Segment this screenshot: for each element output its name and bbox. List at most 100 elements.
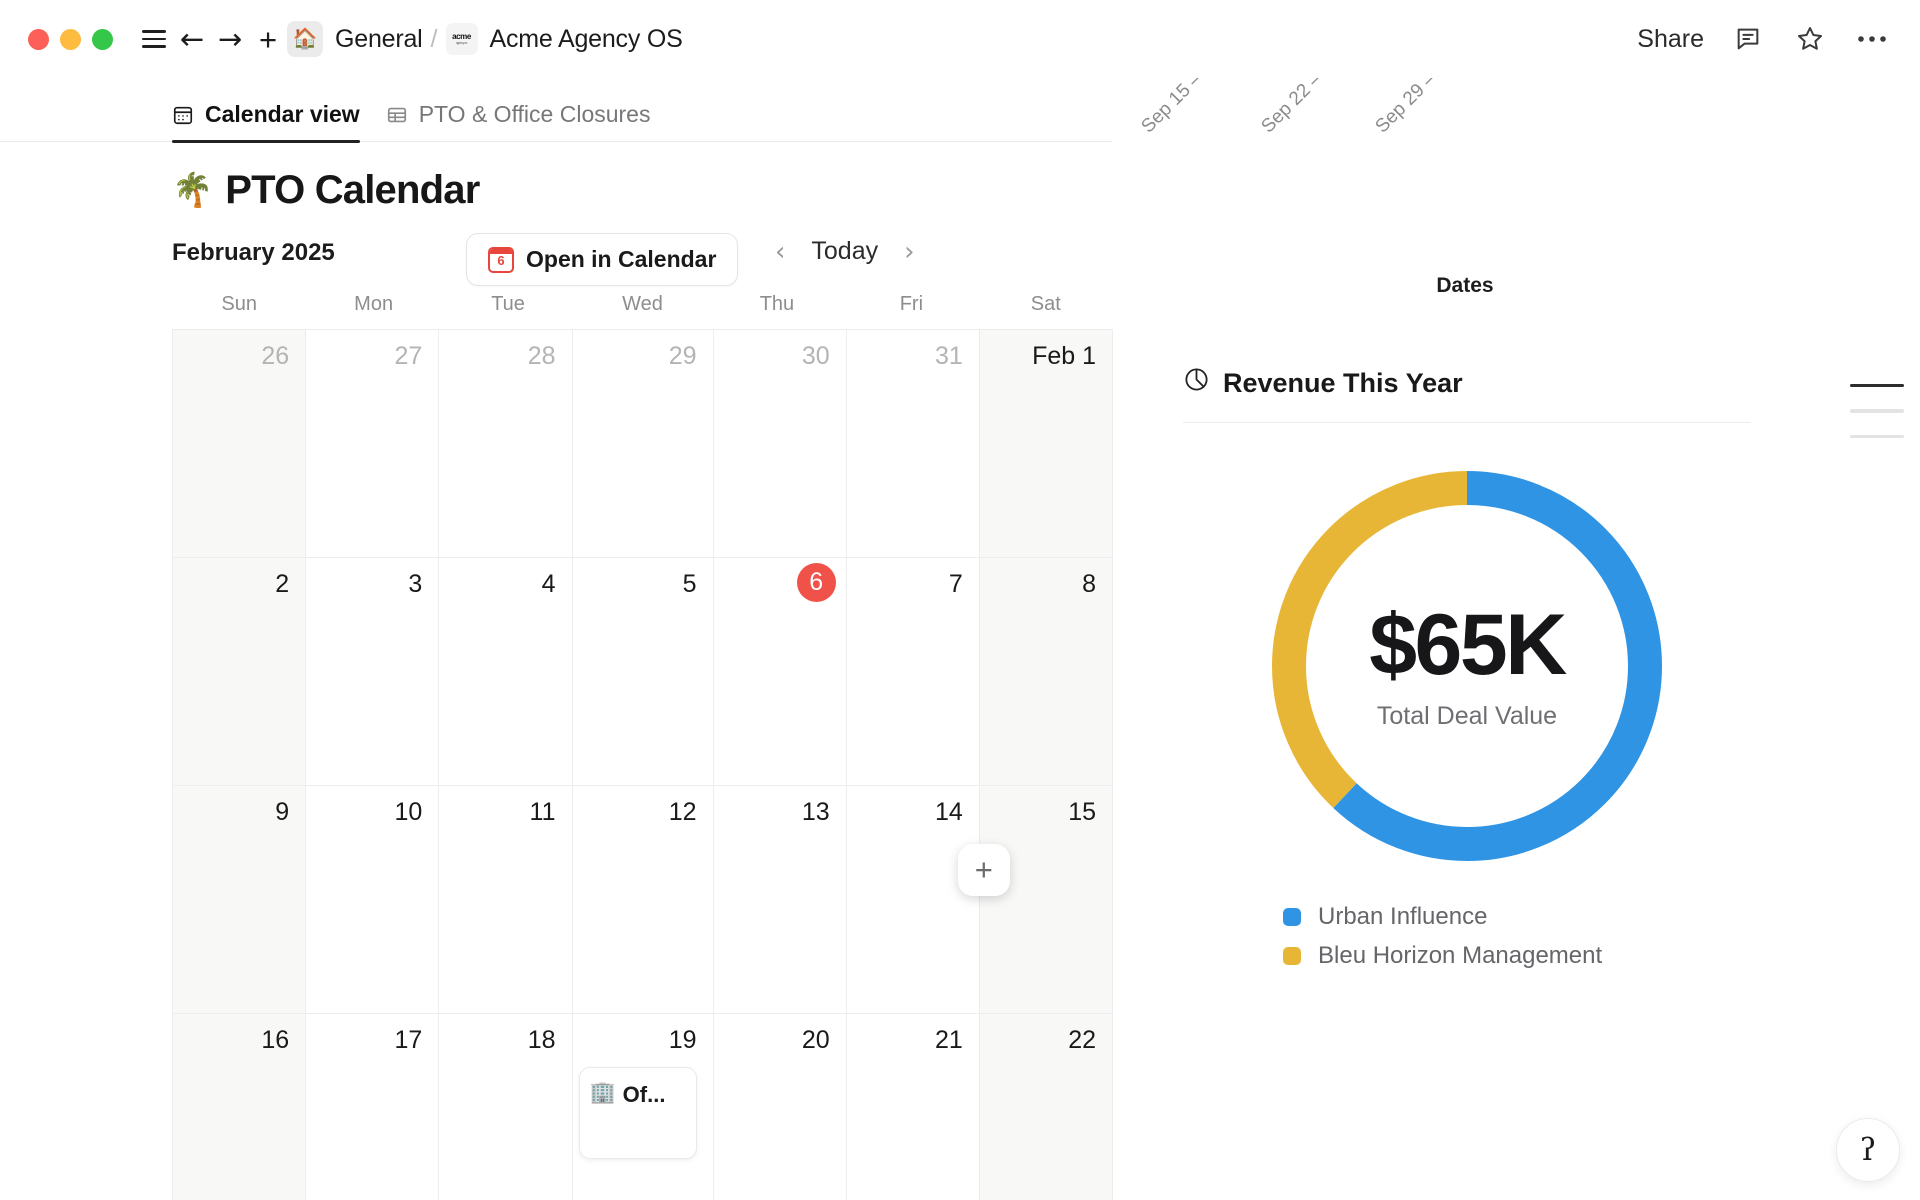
workspace-icon-label: acme [452, 32, 471, 42]
legend-label: Bleu Horizon Management [1318, 942, 1603, 969]
new-page-icon[interactable]: + [249, 20, 287, 58]
calendar-day-number: 22 [1068, 1026, 1096, 1054]
sidebar-toggle-icon[interactable] [135, 20, 173, 58]
calendar-day-cell[interactable]: 16 [173, 1014, 307, 1200]
next-month-button[interactable]: › [904, 236, 915, 267]
calendar-day-cell[interactable]: 28 [439, 330, 573, 558]
calendar-day-number: 9 [275, 798, 290, 826]
table-icon [386, 104, 408, 126]
scroll-indicator-bar-inactive[interactable] [1850, 409, 1904, 413]
calendar-icon [172, 104, 194, 126]
donut-graphic: $65K Total Deal Value [1257, 456, 1677, 876]
back-arrow-icon[interactable]: ← [173, 20, 211, 58]
calendar-day-cell[interactable]: 7 [846, 558, 980, 786]
donut-slice-bleu-horizon[interactable] [1272, 471, 1662, 861]
calendar-day-number: 2 [275, 570, 290, 598]
calendar-day-number: 15 [1068, 798, 1096, 826]
calendar-day-cell[interactable]: 5 [572, 558, 714, 786]
scroll-indicator-bar-inactive[interactable] [1850, 434, 1904, 439]
calendar-app-icon: 6 [488, 246, 514, 273]
breadcrumb-parent[interactable]: General [335, 24, 423, 53]
scroll-indicator-bar-active[interactable] [1850, 384, 1904, 388]
calendar-day-cell[interactable]: 21 [846, 1014, 980, 1200]
tab-calendar-view[interactable]: Calendar view [172, 101, 360, 144]
calendar-day-cell[interactable]: 19 🏢 Of... [572, 1014, 714, 1200]
calendar-weekday-sat: Sat [1030, 293, 1061, 315]
total-deal-value-amount: $65K [1369, 596, 1567, 693]
calendar-day-cell[interactable]: 14 [846, 786, 980, 1014]
calendar-day-cell[interactable]: 3 [306, 558, 440, 786]
plus-glyph: + [258, 21, 278, 57]
calendar-day-number: 11 [529, 798, 556, 826]
calendar-weekday-wed: Wed [622, 293, 663, 315]
minimize-window-button[interactable] [60, 28, 81, 50]
calendar-day-cell[interactable]: 2 [173, 558, 307, 786]
title-bar-actions: Share [1637, 21, 1890, 57]
comment-icon[interactable] [1730, 21, 1766, 57]
calendar-day-cell[interactable]: 20 [713, 1014, 847, 1200]
legend-color-swatch [1283, 947, 1301, 965]
calendar-day-cell[interactable]: 6 [713, 558, 847, 786]
page-title-text: PTO Calendar [225, 168, 480, 212]
calendar-day-cell[interactable]: 8 [979, 558, 1113, 786]
calendar-day-cell[interactable]: 11 [439, 786, 573, 1014]
calendar-day-number: 5 [682, 570, 697, 598]
today-button[interactable]: Today [811, 237, 879, 265]
star-icon[interactable] [1792, 21, 1828, 57]
calendar-day-cell[interactable]: 31 [846, 330, 980, 558]
forward-arrow-icon[interactable]: → [211, 20, 249, 58]
calendar-day-number: 29 [668, 342, 697, 370]
calendar-day-cell[interactable]: 9 [173, 786, 307, 1014]
calendar-day-number: 10 [394, 798, 423, 826]
breadcrumb-current[interactable]: Acme Agency OS [489, 24, 683, 53]
chart-legend: Urban Influence Bleu Horizon Management [1183, 881, 1920, 970]
tab-pto-office-closures[interactable]: PTO & Office Closures [386, 101, 650, 141]
revenue-section: Revenue This Year $65K Total Deal Value [1125, 274, 1920, 970]
calendar-day-number: 18 [527, 1026, 556, 1054]
calendar-grid: 26 27 28 29 30 31 Feb 1 2 3 4 5 6 7 8 9 10 11 12 13 14 +15 16… [172, 329, 1113, 1200]
calendar-day-cell[interactable]: Feb 1 [979, 330, 1113, 558]
calendar-toolbar: February 2025 6 Open in Calendar ‹ Today… [0, 213, 1113, 286]
legend-color-swatch [1283, 908, 1301, 926]
open-in-calendar-button[interactable]: 6 Open in Calendar [466, 233, 739, 286]
more-options-icon[interactable] [1854, 21, 1890, 57]
calendar-day-number: 7 [948, 570, 963, 598]
calendar-day-cell[interactable]: 27 [306, 330, 440, 558]
calendar-day-cell[interactable]: 10 [306, 786, 440, 1014]
calendar-event-card[interactable]: 🏢 Of... [578, 1067, 697, 1159]
clipped-chart-above: Sep 15 – 21 Sep 22 – 28 Sep 29 – Oc Date… [1125, 78, 1920, 297]
calendar-day-cell[interactable]: 22 [979, 1014, 1113, 1200]
maximize-window-button[interactable] [92, 28, 113, 50]
calendar-day-cell[interactable]: 18 [439, 1014, 573, 1200]
title-bar: ← → + 🏠 General / acme agency os Acme Ag… [0, 0, 1920, 78]
calendar-day-cell[interactable]: 26 [173, 330, 307, 558]
calendar-day-number: 16 [261, 1026, 290, 1054]
add-event-button[interactable]: + [957, 844, 1010, 896]
close-window-button[interactable] [28, 28, 49, 50]
palm-tree-icon: 🌴 [172, 171, 213, 208]
calendar-day-cell[interactable]: 12 [572, 786, 714, 1014]
calendar-day-cell[interactable]: 29 [572, 330, 714, 558]
calendar-day-number: 12 [668, 798, 697, 826]
home-glyph: 🏠 [292, 28, 318, 50]
calendar-day-cell[interactable]: 30 [713, 330, 847, 558]
page-scroll-indicator[interactable] [1850, 384, 1904, 439]
calendar-event-label: Of... [622, 1082, 666, 1107]
assistant-button[interactable]: ʔ [1836, 1118, 1900, 1182]
legend-item[interactable]: Bleu Horizon Management [1283, 942, 1920, 970]
home-icon[interactable]: 🏠 [287, 21, 323, 57]
calendar-day-cell[interactable]: 13 [713, 786, 847, 1014]
calendar-day-number: 6 [714, 563, 836, 611]
legend-label: Urban Influence [1318, 903, 1488, 930]
calendar-day-cell[interactable]: +15 [957, 786, 1113, 1014]
main-content: Calendar view PTO & Office Closures 🌴 PT… [0, 78, 1125, 1200]
previous-month-button[interactable]: ‹ [775, 236, 786, 267]
office-building-icon: 🏢 [589, 1081, 616, 1104]
calendar-day-cell[interactable]: 4 [439, 558, 573, 786]
legend-item[interactable]: Urban Influence [1283, 903, 1920, 931]
share-button[interactable]: Share [1637, 24, 1704, 53]
calendar-day-cell[interactable]: 17 [306, 1014, 440, 1200]
view-tabs: Calendar view PTO & Office Closures [0, 78, 1112, 144]
window-traffic-lights [28, 28, 113, 50]
revenue-heading: Revenue This Year [1183, 366, 1751, 423]
